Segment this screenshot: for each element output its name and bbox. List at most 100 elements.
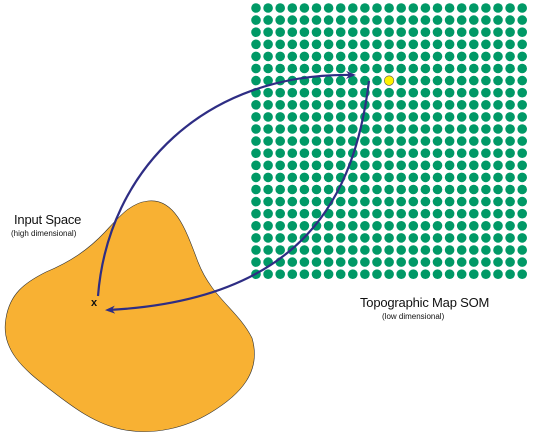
som-node [372,196,382,207]
som-node [408,63,419,74]
som-node [275,15,286,25]
som-node [420,51,431,62]
som-node [360,15,370,25]
som-node [323,100,334,110]
som-node [408,208,419,219]
som-node [251,245,261,255]
som-node [493,27,503,37]
som-node [311,75,322,86]
som-node [505,124,515,134]
som-node [323,257,334,267]
som-node [505,100,515,110]
som-node [505,148,515,158]
som-node [275,63,286,74]
som-node [469,27,479,37]
som-node [335,27,346,37]
som-node [311,184,322,195]
som-node [275,136,286,146]
som-node [505,112,515,122]
som-node [481,15,491,25]
som-node [469,87,479,98]
som-node [263,136,273,146]
som-node [263,27,273,37]
som-node [275,196,286,207]
som-node [408,87,419,98]
som-node [420,245,431,255]
som-node [396,196,407,207]
som-node [469,39,479,50]
som-node [311,51,322,62]
som-node [348,112,358,122]
som-node [384,233,394,243]
som-node [263,184,273,195]
som-node [372,87,382,98]
som-node [323,160,334,171]
som-node [456,51,467,62]
som-node [493,75,503,86]
som-node [517,100,527,110]
som-node [469,136,479,146]
som-node [384,172,394,183]
som-node [396,269,407,280]
som-node [263,112,273,122]
som-node [493,184,503,195]
som-node [348,208,358,219]
som-node [444,63,455,74]
som-node [469,269,479,280]
som-node [348,27,358,37]
som-node [420,233,431,243]
som-node [420,208,431,219]
som-node [432,233,443,243]
som-node [384,15,394,25]
som-node [432,63,443,74]
som-node [360,51,370,62]
som-node [493,39,503,50]
input-space-subtitle: (high dimensional) [11,229,77,238]
som-node [323,245,334,255]
som-node [493,51,503,62]
som-node [481,63,491,74]
som-node [275,172,286,183]
som-node [372,100,382,110]
som-node [481,208,491,219]
som-node [444,148,455,158]
som-node [408,3,419,13]
som-node [517,184,527,195]
input-space-title: Input Space [14,212,82,227]
som-node [505,257,515,267]
som-node [275,160,286,171]
som-node [299,245,310,255]
som-node [432,208,443,219]
som-node [469,148,479,158]
som-node [432,87,443,98]
som-node [456,87,467,98]
som-node [456,148,467,158]
som-node [251,208,261,219]
som-node [469,3,479,13]
som-subtitle: (low dimensional) [382,312,445,321]
som-node [323,172,334,183]
som-node [251,3,261,13]
som-node [299,51,310,62]
som-node [335,112,346,122]
som-node [505,39,515,50]
som-node [323,87,334,98]
som-node [493,221,503,231]
som-node [299,208,310,219]
som-node [505,184,515,195]
som-node [432,136,443,146]
som-node [420,221,431,231]
som-node [263,148,273,158]
som-node [505,63,515,74]
som-node [396,112,407,122]
som-node [493,160,503,171]
som-node [517,63,527,74]
som-node [481,172,491,183]
som-node [384,221,394,231]
som-node [263,233,273,243]
som-node [251,51,261,62]
som-node [432,269,443,280]
som-node [444,3,455,13]
som-node [481,221,491,231]
som-node [384,63,394,74]
